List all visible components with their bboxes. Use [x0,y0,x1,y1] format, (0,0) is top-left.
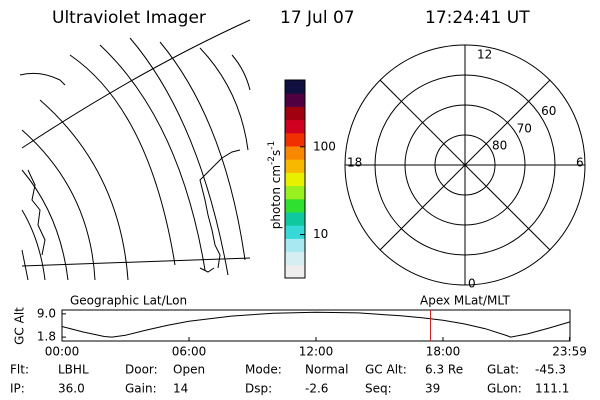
field-label: Gain: [125,382,157,396]
colorbar-label: photon cm-2s-1 [267,141,283,230]
y-tick-label: 9.0 [37,306,56,320]
label-exponent: -2 [267,156,277,165]
title: Ultraviolet Imager [52,8,206,28]
field-value: -2.6 [305,382,328,396]
meridian [21,129,96,281]
polar-plot: 12 18 6 0 60 70 80 [344,44,586,291]
field-value: Open [173,363,205,377]
color-segment [285,93,305,107]
field-value: 14 [173,382,188,396]
color-segment [285,146,305,160]
meridian [129,37,229,276]
color-segment [285,132,305,147]
field-label: GLat: [487,363,519,377]
lat-label: 60 [541,104,556,118]
field-value: 111.1 [535,382,569,396]
lat-label: 80 [492,139,507,153]
field-label: Seq: [365,382,392,396]
meridian [159,41,246,261]
x-tick-label: 00:00 [45,345,80,359]
field-label: Dsp: [245,382,272,396]
color-segment [285,225,305,239]
meridian [21,169,69,281]
x-tick-label: 12:00 [299,345,334,359]
lat-line [21,19,251,149]
coastline [199,169,221,269]
diagonal [379,79,551,251]
mlt-label: 12 [477,48,492,62]
mlt-label: 18 [347,156,362,170]
plot-label: Geographic Lat/Lon [70,294,187,308]
field-value: Normal [305,363,348,377]
x-tick-label: 06:00 [172,345,207,359]
map [19,19,251,281]
x-tick-label: 23:59 [552,345,587,359]
colorbar: photon cm-2s-1 10 100 [267,79,336,279]
colorbar-frame [284,79,306,279]
color-segment [285,198,305,213]
color-segment [285,185,305,200]
field-label: IP: [10,382,25,396]
plot-label: Apex MLat/MLT [420,294,510,308]
color-segment [285,80,305,94]
date: 17 Jul 07 [280,8,355,28]
mlt-label: 0 [468,277,476,291]
label-part: s [269,150,283,156]
field-value: 6.3 Re [425,363,463,377]
meridian [21,209,46,281]
time: 17:24:41 UT [425,8,530,28]
field-value: -45.3 [535,363,566,377]
coastline [27,169,46,256]
color-segment [285,172,305,187]
field-label: Door: [125,363,158,377]
meridian [69,54,176,266]
meridian [99,44,206,271]
field-label: Flt: [10,363,29,377]
y-tick-label: 1.8 [37,330,56,344]
tick-label: 100 [313,139,336,153]
field-label: GLon: [487,382,522,396]
field-value: LBHL [58,363,89,377]
color-segment [285,238,305,253]
y-axis-label: GC Alt [13,307,27,345]
color-segment [285,119,305,134]
coastline [19,72,66,86]
color-segment [285,264,305,279]
color-segment [285,159,305,173]
meridian [231,54,251,91]
coastline [209,149,241,171]
meridian [21,249,29,281]
tick-label: 10 [313,227,328,241]
field-label: Mode: [245,363,282,377]
altitude-curve [61,311,571,338]
label-exponent: -1 [267,141,277,150]
field-value: 36.0 [58,382,85,396]
color-segment [285,251,305,266]
field-label: GC Alt: [365,363,407,377]
label-part: photon cm [269,165,283,229]
lat-line [21,257,251,267]
meridian [39,99,129,281]
color-segment [285,212,305,226]
field-value: 39 [425,382,440,396]
coastline [199,267,215,273]
mlt-label: 6 [576,156,584,170]
x-tick-label: 18:00 [426,345,461,359]
lat-label: 70 [517,121,532,135]
altitude-plot: Geographic Lat/Lon Apex MLat/MLT GC Alt … [13,294,587,359]
meridian [199,47,249,151]
color-segment [285,106,305,121]
